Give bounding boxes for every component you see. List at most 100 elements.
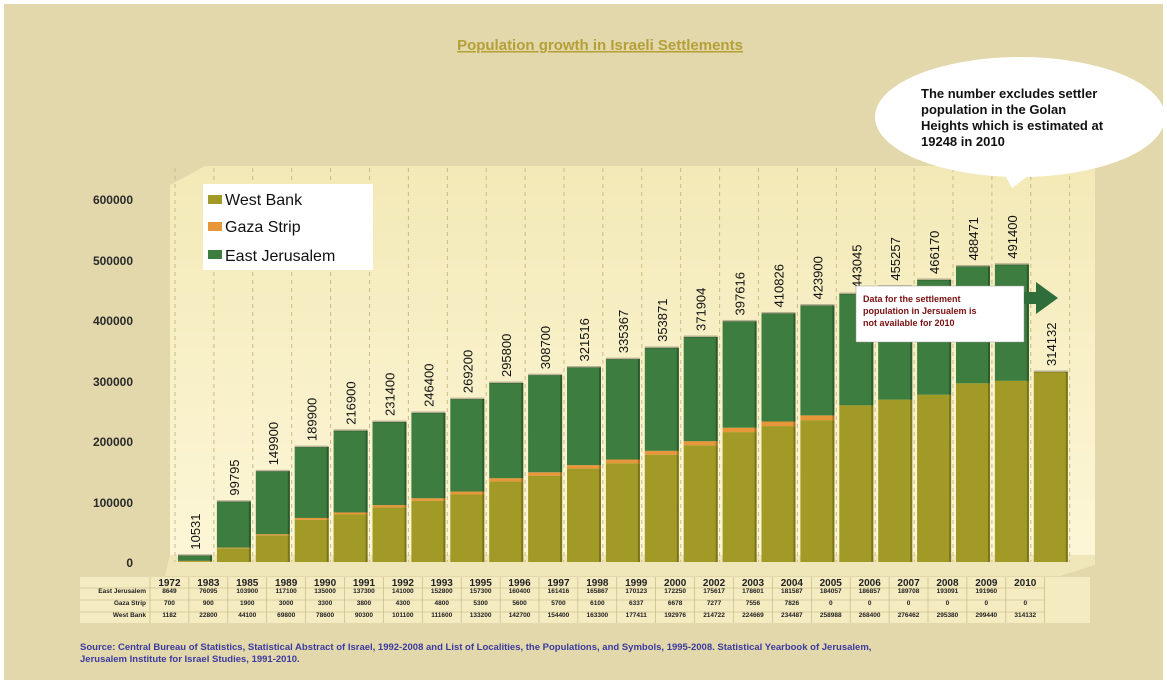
- legend-label-east-jerusalem: East Jerusalem: [225, 248, 335, 265]
- bar-edge: [560, 475, 563, 562]
- table-cell: 69800: [277, 612, 295, 619]
- table-cell: 175617: [703, 588, 725, 595]
- callout-bubble: The number excludes settler population i…: [875, 57, 1165, 188]
- y-axis: 0 100000 200000 300000 400000 500000 600…: [93, 193, 133, 570]
- table-cell: 76095: [199, 588, 217, 595]
- bar-edge: [754, 432, 757, 562]
- bar-gaza-strip: [489, 478, 524, 482]
- y-tick-label: 200000: [93, 435, 133, 449]
- bar-top: [255, 469, 290, 472]
- bar-edge: [676, 454, 679, 562]
- table-cell: 5300: [473, 600, 488, 607]
- x-tick-label: 2005: [820, 578, 843, 589]
- table-cell: 0: [868, 600, 872, 607]
- table-cell: 90300: [355, 612, 373, 619]
- bar-west-bank: [800, 420, 835, 562]
- note-line-2: population in Jersualem is: [863, 306, 977, 316]
- bar-edge: [599, 465, 601, 469]
- bar-east-jerusalem: [450, 399, 485, 492]
- bar-top: [528, 373, 563, 376]
- bar-edge: [443, 500, 446, 562]
- bar-total-label: 491400: [1005, 215, 1020, 258]
- x-tick-label: 2009: [975, 578, 998, 589]
- bar-total-label: 246400: [421, 364, 436, 407]
- note-box: [855, 285, 1025, 343]
- bar-top: [178, 554, 212, 557]
- x-tick-label: 2010: [1014, 578, 1037, 589]
- bar-edge: [676, 347, 679, 451]
- bar-west-bank: [489, 481, 524, 562]
- table-cell: 6337: [629, 600, 644, 607]
- bar-top: [644, 346, 679, 349]
- y-tick-label: 0: [126, 556, 133, 570]
- note-line-3: not available for 2010: [863, 318, 955, 328]
- bar-west-bank: [605, 463, 640, 562]
- arrow-icon: [1024, 282, 1058, 314]
- bar-edge: [793, 426, 796, 562]
- bar-total-label: 216900: [344, 381, 359, 424]
- table-cell: 299440: [975, 612, 997, 619]
- bar-west-bank: [994, 380, 1029, 562]
- jerusalem-note: Data for the settlement population in Je…: [855, 282, 1058, 343]
- chart-title: Population growth in Israeli Settlements: [457, 37, 743, 54]
- bar-west-bank: [411, 500, 446, 562]
- x-tick-label: 1991: [353, 578, 376, 589]
- table-cell: 181587: [781, 588, 803, 595]
- bar-edge: [404, 422, 407, 506]
- x-tick-label: 1985: [236, 578, 259, 589]
- bar-edge: [248, 501, 251, 548]
- bar-east-jerusalem: [216, 501, 251, 548]
- x-tick-label: 1998: [586, 578, 609, 589]
- table-cell: 103900: [236, 588, 258, 595]
- table-cell: 0: [907, 600, 911, 607]
- table-cell: 133200: [470, 612, 492, 619]
- bar-total-label: 397616: [733, 272, 748, 315]
- bar-gaza-strip: [216, 547, 251, 549]
- table-cell: 1900: [240, 600, 255, 607]
- y-tick-label: 100000: [93, 496, 133, 510]
- bar-gaza-strip: [761, 421, 796, 427]
- table-cell: 172250: [664, 588, 686, 595]
- bar-west-bank: [294, 519, 329, 562]
- x-tick-label: 2002: [703, 578, 726, 589]
- bar-edge: [210, 561, 212, 562]
- bar-edge: [326, 447, 329, 518]
- bar-top: [800, 304, 835, 307]
- bar-edge: [326, 519, 329, 562]
- table-cell: 184057: [820, 588, 842, 595]
- table-cell: 4800: [435, 600, 450, 607]
- bar-edge: [1026, 264, 1029, 381]
- bar-edge: [1065, 371, 1068, 562]
- bar-total-label: 466170: [927, 231, 942, 274]
- table-cell: 900: [203, 600, 214, 607]
- legend-swatch-gaza-strip: [208, 222, 222, 231]
- table-cell: 22800: [199, 612, 217, 619]
- legend-label-gaza-strip: Gaza Strip: [225, 219, 301, 236]
- bar-total-label: 231400: [383, 373, 398, 416]
- table-cell: 5700: [551, 600, 566, 607]
- note-line-1: Data for the settlement: [863, 294, 961, 304]
- bar-edge: [832, 420, 835, 562]
- source-line-2: Jerusalem Institute for Israel Studies, …: [80, 654, 300, 665]
- bar-east-jerusalem: [605, 359, 640, 460]
- bar-top: [294, 445, 329, 448]
- bar-total-label: 488471: [966, 217, 981, 260]
- bar-west-bank: [528, 475, 563, 562]
- bar-edge: [715, 336, 718, 442]
- bar-gaza-strip: [683, 441, 718, 446]
- bar-edge: [832, 305, 835, 416]
- bar-east-jerusalem: [722, 321, 757, 428]
- bar-edge: [482, 399, 485, 492]
- table-cell: 214722: [703, 612, 725, 619]
- table-cell: 7826: [785, 600, 800, 607]
- bar-edge: [599, 468, 601, 562]
- table-cell: 142700: [509, 612, 531, 619]
- x-tick-label: 2000: [664, 578, 687, 589]
- bar-top: [761, 311, 796, 314]
- bar-edge: [287, 535, 290, 562]
- bar-total-label: 455257: [888, 237, 903, 280]
- bar-total-label: 189900: [305, 398, 320, 441]
- bar-edge: [871, 293, 874, 406]
- bar-total-label: 410826: [772, 264, 787, 307]
- bar-edge: [404, 505, 407, 508]
